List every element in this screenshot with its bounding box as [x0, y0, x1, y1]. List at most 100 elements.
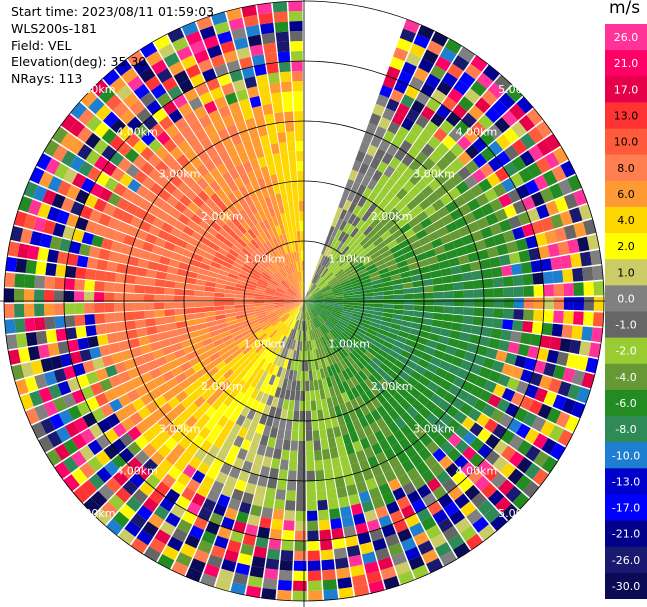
velocity-gate [192, 362, 204, 373]
velocity-gate [241, 358, 251, 369]
velocity-gate [331, 328, 340, 338]
velocity-gate [538, 375, 553, 390]
velocity-gate [273, 354, 281, 366]
velocity-gate [223, 256, 235, 265]
velocity-gate [35, 261, 47, 275]
velocity-gate [421, 516, 437, 531]
velocity-gate [153, 505, 170, 521]
velocity-gate [257, 177, 267, 190]
velocity-gate [287, 306, 296, 313]
velocity-gate [311, 288, 320, 295]
velocity-gate [247, 316, 258, 323]
velocity-gate [311, 306, 321, 314]
velocity-gate [503, 298, 514, 309]
velocity-gate [468, 104, 484, 121]
velocity-gate [393, 299, 404, 305]
velocity-gate [209, 167, 222, 180]
velocity-gate [235, 336, 246, 345]
velocity-gate [336, 361, 345, 372]
velocity-gate [297, 310, 301, 321]
velocity-gate [163, 138, 178, 153]
velocity-gate [381, 389, 393, 401]
velocity-gate [260, 274, 271, 282]
velocity-gate [289, 21, 303, 32]
velocity-gate [265, 240, 274, 251]
velocity-gate [205, 145, 219, 159]
velocity-gate [181, 55, 197, 70]
velocity-gate [356, 184, 367, 196]
velocity-gate [306, 460, 315, 471]
velocity-gate [487, 156, 503, 172]
velocity-gate [331, 341, 340, 351]
velocity-gate [269, 82, 281, 94]
velocity-gate [296, 161, 304, 172]
velocity-gate [501, 387, 516, 402]
velocity-gate [334, 476, 346, 489]
velocity-gate [349, 275, 360, 283]
velocity-gate [289, 450, 298, 461]
velocity-gate [306, 330, 309, 341]
velocity-gate [174, 288, 185, 296]
velocity-gate [235, 88, 249, 102]
velocity-gate [250, 399, 261, 412]
velocity-gate [183, 175, 197, 189]
velocity-gate [268, 133, 279, 145]
velocity-gate [208, 265, 220, 274]
velocity-gate [583, 296, 594, 311]
velocity-gate [167, 329, 179, 338]
velocity-gate [210, 86, 224, 101]
velocity-gate [279, 388, 287, 399]
velocity-gate [333, 547, 348, 560]
velocity-gate [270, 174, 279, 186]
velocity-gate [358, 271, 369, 279]
velocity-gate [106, 518, 124, 536]
velocity-gate [161, 248, 173, 259]
velocity-gate [238, 273, 249, 280]
velocity-gate [150, 451, 165, 466]
velocity-gate [511, 138, 528, 155]
velocity-gate [136, 327, 148, 338]
velocity-gate [279, 459, 289, 471]
velocity-gate [423, 346, 436, 356]
velocity-gate [357, 207, 367, 219]
velocity-gate [347, 452, 359, 465]
velocity-gate [126, 329, 138, 340]
velocity-gate [151, 244, 164, 256]
velocity-gate [433, 433, 448, 448]
velocity-gate [362, 131, 374, 145]
ring-label: 2.00km [201, 380, 243, 393]
velocity-gate [386, 332, 398, 341]
velocity-gate [338, 496, 350, 508]
velocity-gate [213, 386, 225, 399]
velocity-gate [307, 520, 319, 531]
velocity-gate [298, 191, 304, 202]
velocity-gate [284, 301, 295, 304]
velocity-gate [401, 244, 413, 255]
velocity-gate [97, 418, 112, 433]
velocity-gate [293, 560, 307, 571]
velocity-gate [294, 301, 304, 304]
velocity-gate [274, 407, 283, 419]
velocity-gate [299, 291, 304, 301]
velocity-gate [432, 485, 448, 501]
velocity-gate [396, 103, 410, 117]
velocity-gate [295, 350, 300, 361]
velocity-gate [67, 339, 80, 353]
velocity-gate [291, 262, 297, 273]
velocity-gate [113, 384, 127, 398]
velocity-gate [491, 360, 505, 373]
velocity-gate [295, 320, 299, 331]
velocity-gate [255, 263, 265, 272]
velocity-gate [322, 408, 331, 420]
velocity-gate [201, 337, 213, 347]
velocity-gate [178, 261, 190, 271]
velocity-gate [38, 387, 53, 403]
velocity-gate [168, 61, 185, 77]
velocity-gate [312, 329, 317, 340]
velocity-gate [301, 291, 304, 301]
velocity-gate [235, 379, 246, 391]
velocity-gate [294, 330, 299, 341]
velocity-gate [241, 247, 252, 258]
velocity-gate [288, 287, 297, 295]
velocity-gate [235, 164, 247, 177]
